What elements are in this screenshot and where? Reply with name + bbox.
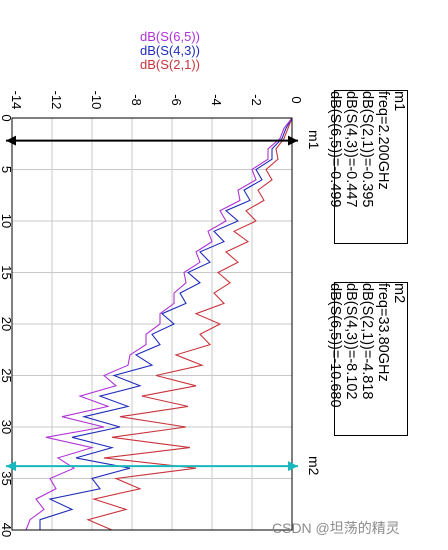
- tick-label-freq: 5: [0, 166, 14, 173]
- tick-label-db: 0: [289, 96, 304, 103]
- marker-m1-label: m1: [306, 130, 322, 150]
- marker-arrow-right: [288, 461, 298, 472]
- tick-label-freq: 40: [0, 523, 14, 537]
- legend-s65: dB(S(6,5)): [120, 30, 220, 44]
- tick-label-db: -12: [49, 91, 64, 110]
- tick-label-db: -10: [89, 91, 104, 110]
- series-line-3: [25, 117, 293, 531]
- series-line-2: [39, 117, 293, 530]
- tick-label-db: -2: [249, 94, 264, 106]
- m1-line-3: dB(S(4,3))=-0.447: [343, 91, 359, 208]
- marker-arrow-left: [6, 461, 16, 472]
- series-lines: [25, 117, 293, 531]
- tick-label-db: -4: [209, 94, 224, 106]
- m2-line-4: dB(S(6,5))=-10.680: [327, 283, 343, 408]
- tick-label-freq: 35: [0, 471, 14, 485]
- marker-m1-text: m1 freq=2.200GHz dB(S(2,1))=-0.395 dB(S(…: [327, 91, 407, 239]
- marker-m2-readout[interactable]: m2 freq=33.80GHz dB(S(2,1))=-4.818 dB(S(…: [327, 282, 408, 436]
- m1-line-2: dB(S(2,1))=-0.395: [359, 91, 375, 208]
- m2-line-3: dB(S(4,3))=-8.102: [343, 283, 359, 400]
- m2-line-2: dB(S(2,1))=-4.818: [359, 283, 375, 400]
- legend-s43: dB(S(4,3)): [120, 44, 220, 58]
- legend-s21: dB(S(2,1)): [120, 58, 220, 72]
- watermark: CSDN @坦荡的精灵: [272, 520, 400, 536]
- marker-m1-readout[interactable]: m1 freq=2.200GHz dB(S(2,1))=-0.395 dB(S(…: [327, 90, 408, 244]
- tick-label-db: -8: [129, 94, 144, 106]
- grid: [11, 117, 293, 531]
- series-line-1: [86, 117, 293, 531]
- m1-line-1: freq=2.200GHz: [375, 91, 391, 190]
- legend-s65-label: dB(S(6,5)): [140, 29, 200, 44]
- axes: 0 -2 -4 -6 -8 -10 -12 -14 0 5 10 15 20 25 30 35 40: [0, 91, 304, 538]
- m2-line-0: m2: [391, 283, 407, 304]
- tick-label-freq: 15: [0, 265, 14, 279]
- m1-line-4: dB(S(6,5))=-0.499: [327, 91, 343, 208]
- tick-label-freq: 20: [0, 317, 14, 331]
- legend-s21-label: dB(S(2,1)): [140, 57, 200, 72]
- legend-s43-label: dB(S(4,3)): [140, 43, 200, 58]
- plot-frame: [11, 117, 293, 531]
- tick-label-db: -14: [9, 91, 24, 110]
- marker-m2-label: m2: [306, 456, 322, 476]
- tick-label-freq: 0: [0, 114, 14, 121]
- tick-label-db: -6: [169, 94, 184, 106]
- m2-line-1: freq=33.80GHz: [375, 283, 391, 382]
- tick-label-freq: 25: [0, 368, 14, 382]
- tick-label-freq: 30: [0, 420, 14, 434]
- marker-lines: [6, 135, 298, 472]
- marker-arrow-left: [6, 135, 16, 146]
- marker-m2-text: m2 freq=33.80GHz dB(S(2,1))=-4.818 dB(S(…: [327, 283, 407, 431]
- tick-label-freq: 10: [0, 214, 14, 228]
- m1-line-0: m1: [391, 91, 407, 112]
- marker-arrow-right: [288, 135, 298, 146]
